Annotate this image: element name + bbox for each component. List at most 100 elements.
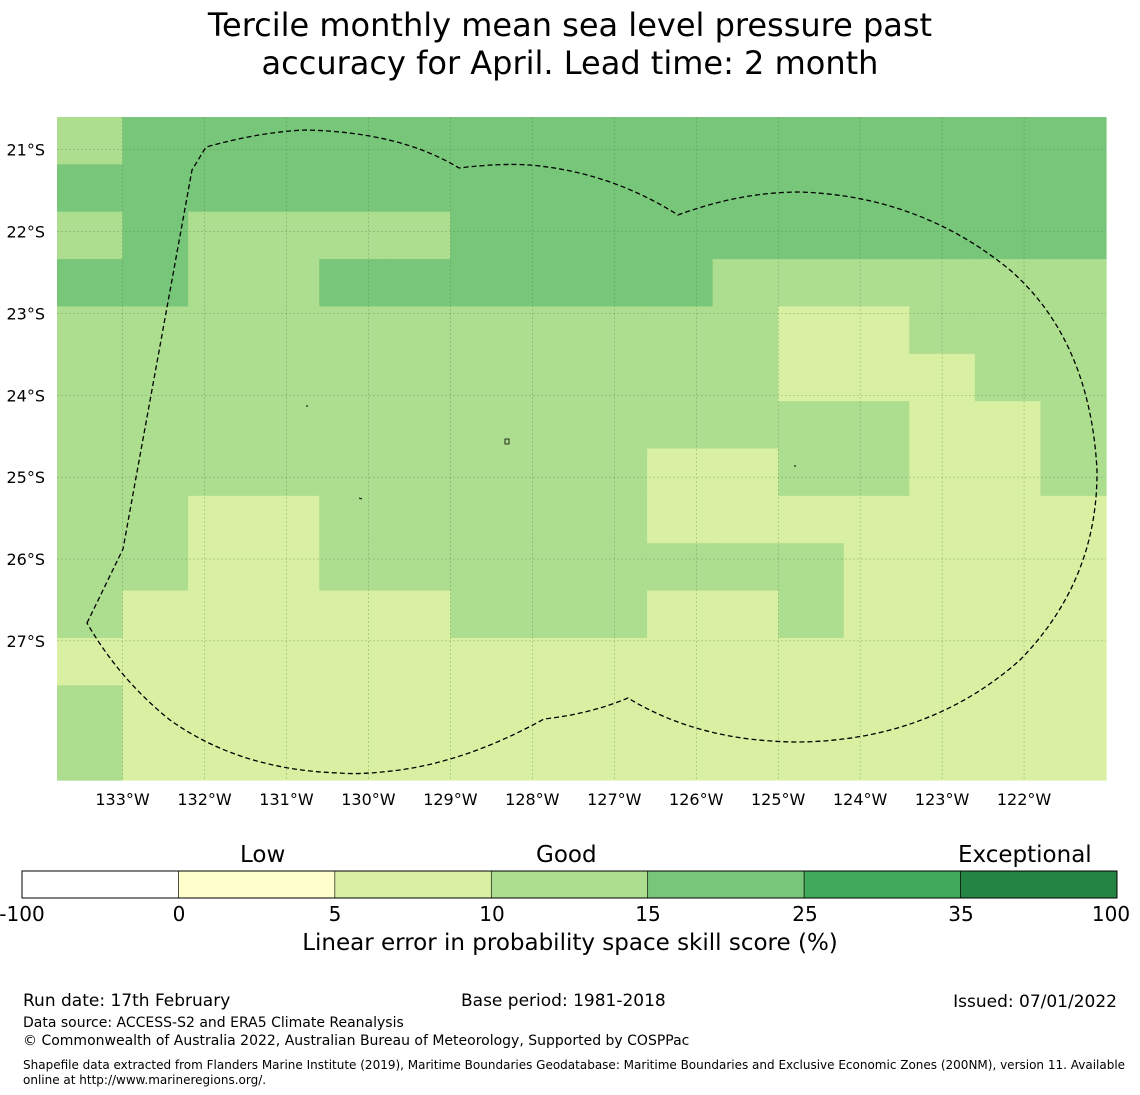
- grid-cell: [974, 117, 1042, 165]
- island-outline: [504, 438, 510, 445]
- grid-cell: [778, 117, 845, 165]
- grid-cell: [712, 685, 779, 734]
- grid-cell: [515, 590, 583, 639]
- grid-cell: [515, 117, 583, 165]
- grid-cell: [122, 543, 189, 592]
- colorbar-segment: [960, 870, 1118, 899]
- grid-cell: [450, 211, 517, 260]
- grid-cell: [843, 590, 910, 639]
- longitude-label: 122°W: [997, 790, 1052, 809]
- grid-cell: [450, 164, 517, 213]
- grid-cell: [647, 117, 714, 165]
- grid-cell: [778, 590, 845, 639]
- grid-cell: [778, 353, 845, 402]
- grid-cell: [57, 306, 124, 355]
- issued-date: Issued: 07/01/2022: [953, 992, 1117, 1012]
- grid-cell: [122, 685, 189, 734]
- latitude-label: 21°S: [6, 141, 45, 160]
- grid-cell: [647, 590, 714, 639]
- grid-cell: [974, 211, 1042, 260]
- grid-cell: [188, 495, 255, 544]
- grid-cell: [1040, 590, 1107, 639]
- grid-cell: [319, 448, 386, 497]
- grid-cell: [450, 590, 517, 639]
- grid-cell: [974, 306, 1042, 355]
- grid-cell: [253, 306, 320, 355]
- grid-cell: [581, 306, 648, 355]
- grid-cell: [712, 164, 779, 213]
- latitude-label: 22°S: [6, 223, 45, 242]
- grid-cell: [778, 401, 845, 450]
- grid-cell: [122, 259, 189, 308]
- grid-cell: [515, 306, 583, 355]
- grid-cell: [57, 685, 124, 734]
- map-title-line-2: accuracy for April. Lead time: 2 month: [261, 44, 879, 82]
- grid-cell: [909, 495, 976, 544]
- grid-cell: [778, 685, 845, 734]
- grid-cell: [188, 543, 255, 592]
- grid-cell: [647, 259, 714, 308]
- grid-cell: [384, 211, 451, 260]
- grid-cell: [1040, 685, 1107, 734]
- grid-cell: [843, 732, 910, 781]
- grid-cell: [319, 164, 386, 213]
- latitude-label: 26°S: [6, 550, 45, 569]
- grid-cell: [515, 164, 583, 213]
- grid-cell: [647, 306, 714, 355]
- grid-cell: [57, 164, 124, 213]
- colorbar-tick: 10: [479, 902, 505, 926]
- grid-cell: [712, 306, 779, 355]
- colorbar-segment: [334, 870, 492, 899]
- grid-cell: [450, 685, 517, 734]
- grid-cell: [450, 543, 517, 592]
- grid-cell: [581, 353, 648, 402]
- grid-cell: [319, 590, 386, 639]
- grid-cell: [253, 259, 320, 308]
- grid-cell: [253, 685, 320, 734]
- grid-cell: [57, 543, 124, 592]
- grid-cell: [647, 353, 714, 402]
- grid-cell: [515, 353, 583, 402]
- grid-cell: [384, 401, 451, 450]
- grid-cell: [57, 117, 124, 165]
- grid-cell: [843, 685, 910, 734]
- grid-cell: [57, 637, 124, 686]
- grid-cell: [319, 306, 386, 355]
- grid-cell: [122, 590, 189, 639]
- colorbar-frame: [21, 870, 1118, 899]
- grid-cell: [57, 211, 124, 260]
- grid-cell: [450, 353, 517, 402]
- grid-cell: [253, 164, 320, 213]
- grid-cell: [188, 401, 255, 450]
- grid-cell: [974, 353, 1042, 402]
- grid-cell: [450, 306, 517, 355]
- grid-cell: [188, 637, 255, 686]
- grid-cell: [450, 117, 517, 165]
- longitude-label: 124°W: [833, 790, 888, 809]
- grid-cell: [450, 401, 517, 450]
- grid-cell: [319, 259, 386, 308]
- colorbar-tick: 100: [1091, 902, 1131, 926]
- shapefile-credit-line-1: Shapefile data extracted from Flanders M…: [23, 1058, 1126, 1072]
- grid-cell: [974, 732, 1042, 781]
- grid-cell: [450, 495, 517, 544]
- grid-cell: [909, 211, 976, 260]
- longitude-label: 130°W: [341, 790, 396, 809]
- grid-cell: [384, 448, 451, 497]
- grid-cell: [122, 732, 189, 781]
- grid-cell: [843, 211, 910, 260]
- grid-cell: [515, 448, 583, 497]
- grid-cell: [581, 448, 648, 497]
- grid-cell: [1040, 401, 1107, 450]
- grid-cell: [712, 211, 779, 260]
- grid-cell: [909, 401, 976, 450]
- grid-cell: [581, 495, 648, 544]
- run-date: Run date: 17th February: [23, 991, 231, 1011]
- longitude-label: 127°W: [587, 790, 642, 809]
- map-title: Tercile monthly mean sea level pressure …: [0, 6, 1140, 82]
- grid-cell: [974, 448, 1042, 497]
- grid-cell: [909, 543, 976, 592]
- data-source: Data source: ACCESS-S2 and ERA5 Climate …: [23, 1015, 404, 1031]
- grid-cell: [515, 637, 583, 686]
